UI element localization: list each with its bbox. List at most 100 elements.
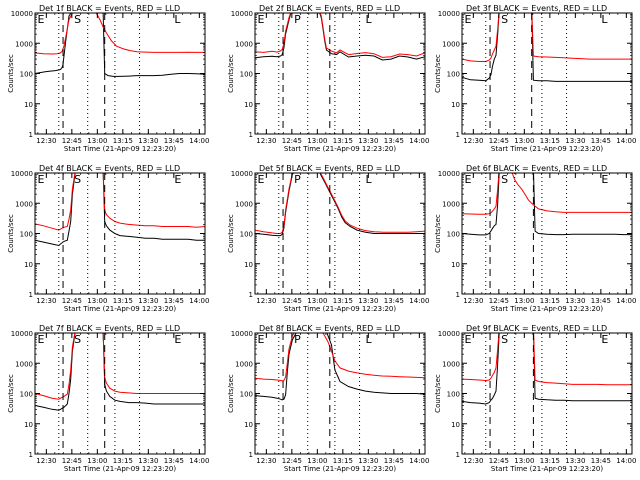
y-tick-label: 10000: [231, 330, 253, 338]
y-tick-label: 100: [447, 231, 460, 239]
x-axis-label: Start Time (21-Apr-09 12:23:20): [64, 145, 176, 153]
y-tick-label: 10: [24, 101, 33, 109]
y-tick-label: 100: [20, 391, 33, 399]
x-tick-label: 13:30: [565, 457, 585, 465]
y-tick-label: 10: [244, 421, 253, 429]
y-axis-label: Counts/sec: [7, 214, 15, 253]
x-tick-label: 13:45: [164, 457, 184, 465]
period-marker: E: [38, 173, 45, 186]
x-tick-label: 13:45: [384, 137, 404, 145]
series-events-line: [255, 173, 425, 237]
x-tick-label: 14:00: [189, 297, 209, 305]
period-marker: E: [38, 333, 45, 346]
period-marker: E: [465, 13, 472, 26]
x-tick-label: 13:00: [514, 137, 534, 145]
y-tick-label: 100: [447, 71, 460, 79]
chart-title: Det 5f BLACK = Events, RED = LLD: [259, 164, 400, 173]
x-tick-label: 13:45: [384, 457, 404, 465]
y-tick-label: 1: [29, 131, 33, 139]
x-tick-label: 12:30: [36, 457, 56, 465]
period-marker: S: [501, 333, 508, 346]
period-marker: E: [601, 173, 608, 186]
x-tick-label: 13:45: [164, 297, 184, 305]
period-marker: E: [465, 333, 472, 346]
x-tick-label: 13:45: [384, 297, 404, 305]
y-axis-label: Counts/sec: [434, 214, 442, 253]
x-tick-label: 12:45: [282, 137, 302, 145]
x-tick-label: 13:15: [333, 137, 353, 145]
period-marker: L: [366, 333, 373, 346]
y-tick-label: 10000: [11, 10, 33, 18]
y-tick-label: 10000: [11, 170, 33, 178]
y-tick-label: 1: [249, 451, 253, 459]
x-tick-label: 13:15: [540, 137, 560, 145]
y-tick-label: 10000: [11, 330, 33, 338]
x-tick-label: 12:30: [36, 137, 56, 145]
plot-frame: [461, 172, 633, 295]
chart-title: Det 7f BLACK = Events, RED = LLD: [39, 324, 180, 333]
y-tick-label: 100: [240, 71, 253, 79]
y-axis-label: Counts/sec: [434, 374, 442, 413]
x-tick-label: 13:30: [565, 297, 585, 305]
y-tick-label: 100: [447, 391, 460, 399]
x-axis-label: Start Time (21-Apr-09 12:23:20): [284, 305, 396, 313]
x-tick-label: 12:30: [256, 457, 276, 465]
period-marker: E: [174, 173, 181, 186]
series-events-line: [462, 13, 632, 82]
series-lld-line: [462, 13, 632, 62]
y-tick-label: 1: [456, 131, 460, 139]
x-tick-label: 12:45: [62, 457, 82, 465]
x-tick-label: 14:00: [409, 297, 429, 305]
x-tick-label: 13:15: [540, 297, 560, 305]
period-marker: S: [74, 13, 81, 26]
series-lld-line: [255, 333, 425, 382]
chart-title: Det 2f BLACK = Events, RED = LLD: [259, 4, 400, 13]
x-tick-label: 14:00: [409, 137, 429, 145]
period-marker: P: [294, 13, 301, 26]
x-axis-label: Start Time (21-Apr-09 12:23:20): [64, 305, 176, 313]
x-tick-label: 14:00: [616, 457, 636, 465]
period-marker: E: [601, 333, 608, 346]
x-tick-label: 12:30: [256, 137, 276, 145]
y-tick-label: 1000: [442, 200, 460, 208]
plot-frame: [34, 172, 206, 295]
x-tick-label: 13:30: [565, 137, 585, 145]
series-lld-line: [255, 13, 425, 58]
chart-title: Det 1f BLACK = Events, RED = LLD: [39, 4, 180, 13]
y-axis-label: Counts/sec: [227, 374, 235, 413]
chart-title: Det 3f BLACK = Events, RED = LLD: [466, 4, 607, 13]
period-marker: E: [465, 173, 472, 186]
y-axis-label: Counts/sec: [7, 374, 15, 413]
x-axis-label: Start Time (21-Apr-09 12:23:20): [491, 305, 603, 313]
x-tick-label: 13:15: [540, 457, 560, 465]
y-tick-label: 10000: [231, 170, 253, 178]
plot-frame: [461, 12, 633, 135]
y-tick-label: 1000: [235, 200, 253, 208]
period-marker: S: [501, 13, 508, 26]
y-tick-label: 10: [451, 261, 460, 269]
plot-frame: [461, 332, 633, 455]
y-tick-label: 10: [24, 421, 33, 429]
x-tick-label: 13:15: [113, 137, 133, 145]
x-axis-label: Start Time (21-Apr-09 12:23:20): [491, 145, 603, 153]
x-tick-label: 13:00: [514, 457, 534, 465]
period-marker: L: [366, 173, 373, 186]
x-tick-label: 13:00: [87, 457, 107, 465]
series-lld-line: [35, 173, 205, 231]
series-events-line: [255, 333, 425, 401]
x-tick-label: 12:45: [282, 297, 302, 305]
y-axis-label: Counts/sec: [227, 54, 235, 93]
y-tick-label: 1: [249, 131, 253, 139]
x-tick-label: 13:30: [358, 297, 378, 305]
series-lld-line: [35, 333, 205, 400]
chart-title: Det 6f BLACK = Events, RED = LLD: [466, 164, 607, 173]
y-tick-label: 10000: [231, 10, 253, 18]
period-marker: E: [258, 333, 265, 346]
y-tick-label: 1: [456, 291, 460, 299]
x-tick-label: 13:15: [333, 297, 353, 305]
plot-frame: [254, 12, 426, 135]
